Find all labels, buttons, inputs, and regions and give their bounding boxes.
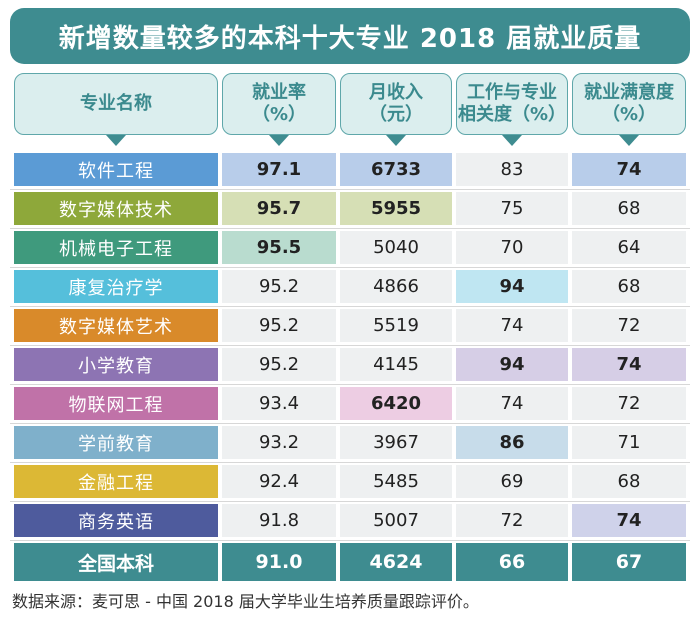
cell-major: 小学教育 [14, 348, 218, 381]
cell-satisfaction: 72 [572, 387, 686, 420]
header-major: 专业名称 [14, 73, 218, 146]
cell-major: 商务英语 [14, 504, 218, 537]
header-major-label: 专业名称 [80, 93, 152, 114]
cell-relevance: 83 [456, 153, 568, 186]
footer-row: 全国本科 91.0 4624 66 67 [10, 543, 690, 581]
cell-satisfaction: 74 [572, 153, 686, 186]
header-arrow-icon [386, 135, 406, 146]
cell-relevance: 86 [456, 426, 568, 459]
cell-relevance: 94 [456, 348, 568, 381]
cell-satisfaction: 71 [572, 426, 686, 459]
header-income-label: 月收入 （元） [369, 82, 423, 125]
table-row: 金融工程 92.4 5485 69 68 [10, 462, 690, 502]
cell-employment: 93.2 [222, 426, 336, 459]
table-row: 机械电子工程 95.5 5040 70 64 [10, 228, 690, 268]
header-relevance: 工作与专业 相关度（%） [456, 73, 568, 146]
table-row: 数字媒体艺术 95.2 5519 74 72 [10, 306, 690, 346]
footer-income: 4624 [340, 543, 452, 581]
cell-income: 4866 [340, 270, 452, 303]
cell-major: 学前教育 [14, 426, 218, 459]
cell-employment: 95.2 [222, 270, 336, 303]
cell-income: 4145 [340, 348, 452, 381]
cell-employment: 93.4 [222, 387, 336, 420]
cell-employment: 95.2 [222, 348, 336, 381]
cell-major: 康复治疗学 [14, 270, 218, 303]
cell-satisfaction: 74 [572, 504, 686, 537]
footer-major: 全国本科 [14, 543, 218, 581]
header-arrow-icon [106, 135, 126, 146]
cell-employment: 91.8 [222, 504, 336, 537]
footer-relevance: 66 [456, 543, 568, 581]
cell-income: 3967 [340, 426, 452, 459]
header-income: 月收入 （元） [340, 73, 452, 146]
header-arrow-icon [619, 135, 639, 146]
cell-income: 5007 [340, 504, 452, 537]
cell-employment: 97.1 [222, 153, 336, 186]
cell-relevance: 74 [456, 387, 568, 420]
table-row: 小学教育 95.2 4145 94 74 [10, 345, 690, 385]
cell-major: 金融工程 [14, 465, 218, 498]
header-employment-label: 就业率 （%） [251, 82, 307, 125]
table-row: 康复治疗学 95.2 4866 94 68 [10, 267, 690, 307]
cell-satisfaction: 74 [572, 348, 686, 381]
footer-employment: 91.0 [222, 543, 336, 581]
cell-employment: 92.4 [222, 465, 336, 498]
header-employment: 就业率 （%） [222, 73, 336, 146]
cell-relevance: 72 [456, 504, 568, 537]
cell-employment: 95.5 [222, 231, 336, 264]
cell-relevance: 69 [456, 465, 568, 498]
cell-relevance: 74 [456, 309, 568, 342]
table-row: 商务英语 91.8 5007 72 74 [10, 501, 690, 541]
cell-major: 机械电子工程 [14, 231, 218, 264]
table-row: 学前教育 93.2 3967 86 71 [10, 423, 690, 463]
cell-major: 软件工程 [14, 153, 218, 186]
cell-major: 数字媒体技术 [14, 192, 218, 225]
cell-satisfaction: 68 [572, 270, 686, 303]
cell-relevance: 70 [456, 231, 568, 264]
cell-relevance: 94 [456, 270, 568, 303]
header-arrow-icon [269, 135, 289, 146]
header-satisfaction: 就业满意度 （%） [572, 73, 686, 146]
table-row: 数字媒体技术 95.7 5955 75 68 [10, 189, 690, 229]
cell-income: 5040 [340, 231, 452, 264]
cell-income: 5519 [340, 309, 452, 342]
header-satisfaction-label: 就业满意度 （%） [584, 82, 674, 125]
cell-satisfaction: 68 [572, 465, 686, 498]
cell-income: 6420 [340, 387, 452, 420]
cell-income: 6733 [340, 153, 452, 186]
header-arrow-icon [502, 135, 522, 146]
cell-major: 物联网工程 [14, 387, 218, 420]
cell-income: 5955 [340, 192, 452, 225]
cell-satisfaction: 68 [572, 192, 686, 225]
cell-major: 数字媒体艺术 [14, 309, 218, 342]
table-row: 软件工程 97.1 6733 83 74 [10, 150, 690, 190]
cell-employment: 95.2 [222, 309, 336, 342]
cell-satisfaction: 72 [572, 309, 686, 342]
header-relevance-label: 工作与专业 相关度（%） [457, 82, 567, 125]
footer-satisfaction: 67 [572, 543, 686, 581]
cell-satisfaction: 64 [572, 231, 686, 264]
cell-relevance: 75 [456, 192, 568, 225]
page-title: 新增数量较多的本科十大专业 2018 届就业质量 [10, 8, 690, 64]
cell-income: 5485 [340, 465, 452, 498]
cell-employment: 95.7 [222, 192, 336, 225]
table-row: 物联网工程 93.4 6420 74 72 [10, 384, 690, 424]
source-note: 数据来源：麦可思 - 中国 2018 届大学毕业生培养质量跟踪评价。 [12, 592, 479, 611]
